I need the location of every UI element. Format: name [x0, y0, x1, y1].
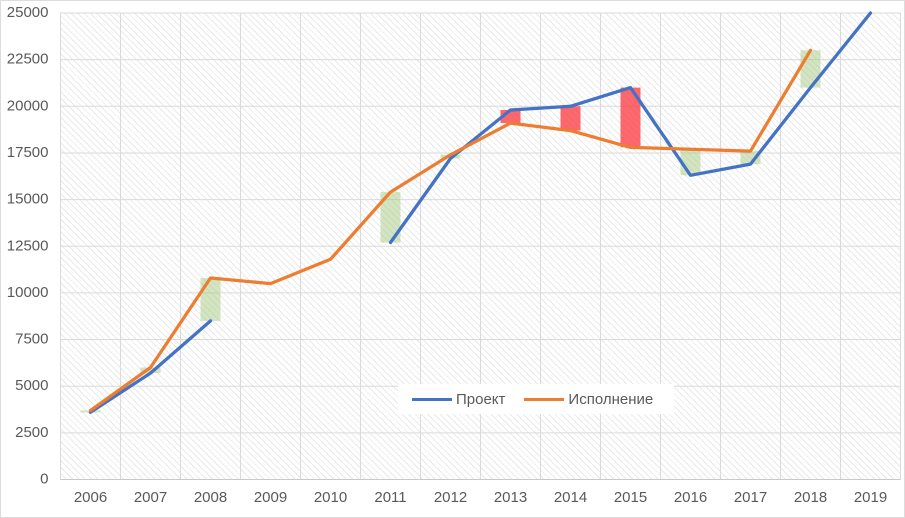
x-axis-tick-label: 2009 [254, 489, 287, 506]
legend-item-proekt[interactable]: Проект [412, 391, 505, 408]
legend-label-ispolnenie: Исполнение [568, 390, 654, 408]
down-bar[interactable] [560, 106, 581, 131]
x-axis-tick-label: 2010 [314, 489, 347, 506]
x-axis-tick-label: 2006 [74, 489, 107, 506]
up-bar[interactable] [740, 151, 761, 165]
y-axis-tick-label: 2500 [15, 424, 48, 441]
up-bar[interactable] [800, 50, 821, 88]
x-axis-tick-label: 2018 [794, 489, 827, 506]
y-axis-tick-label: 5000 [15, 377, 48, 394]
y-axis-tick-label: 0 [40, 470, 48, 487]
x-axis-tick-label: 2019 [854, 489, 887, 506]
up-bar[interactable] [200, 278, 221, 321]
y-axis-tick-label: 25000 [7, 4, 49, 21]
series-line-ispolnenie[interactable] [88, 48, 813, 413]
x-axis-tick-label: 2015 [614, 489, 647, 506]
x-axis-tick-label: 2017 [734, 489, 767, 506]
y-axis-tick-label: 15000 [7, 191, 49, 208]
legend-item-ispolnenie[interactable]: Исполнение [524, 391, 653, 408]
legend-line-swatch-orange [524, 397, 565, 401]
legend-line-swatch-blue [412, 397, 452, 401]
y-axis-tick-label: 22500 [7, 51, 49, 68]
y-axis-tick-label: 20000 [7, 97, 49, 114]
y-axis-tick-label: 12500 [7, 237, 49, 254]
legend: Проект Исполнение [398, 384, 674, 414]
x-axis-tick-label: 2008 [194, 489, 227, 506]
x-axis-tick-label: 2016 [674, 489, 707, 506]
x-axis-tick-label: 2011 [374, 489, 406, 506]
x-axis-tick-label: 2014 [554, 489, 587, 506]
series-line-proekt[interactable] [88, 11, 873, 414]
x-axis-tick-label: 2013 [494, 489, 527, 506]
y-axis-tick-label: 17500 [7, 144, 49, 161]
up-bar[interactable] [380, 192, 401, 243]
y-axis-tick-label: 10000 [7, 284, 49, 301]
x-axis-tick-label: 2007 [134, 489, 167, 506]
y-axis-tick-label: 7500 [15, 330, 48, 347]
down-bar[interactable] [620, 87, 641, 148]
up-bar[interactable] [140, 367, 161, 374]
legend-label-proekt: Проект [456, 390, 506, 408]
x-axis-tick-label: 2012 [434, 489, 467, 506]
